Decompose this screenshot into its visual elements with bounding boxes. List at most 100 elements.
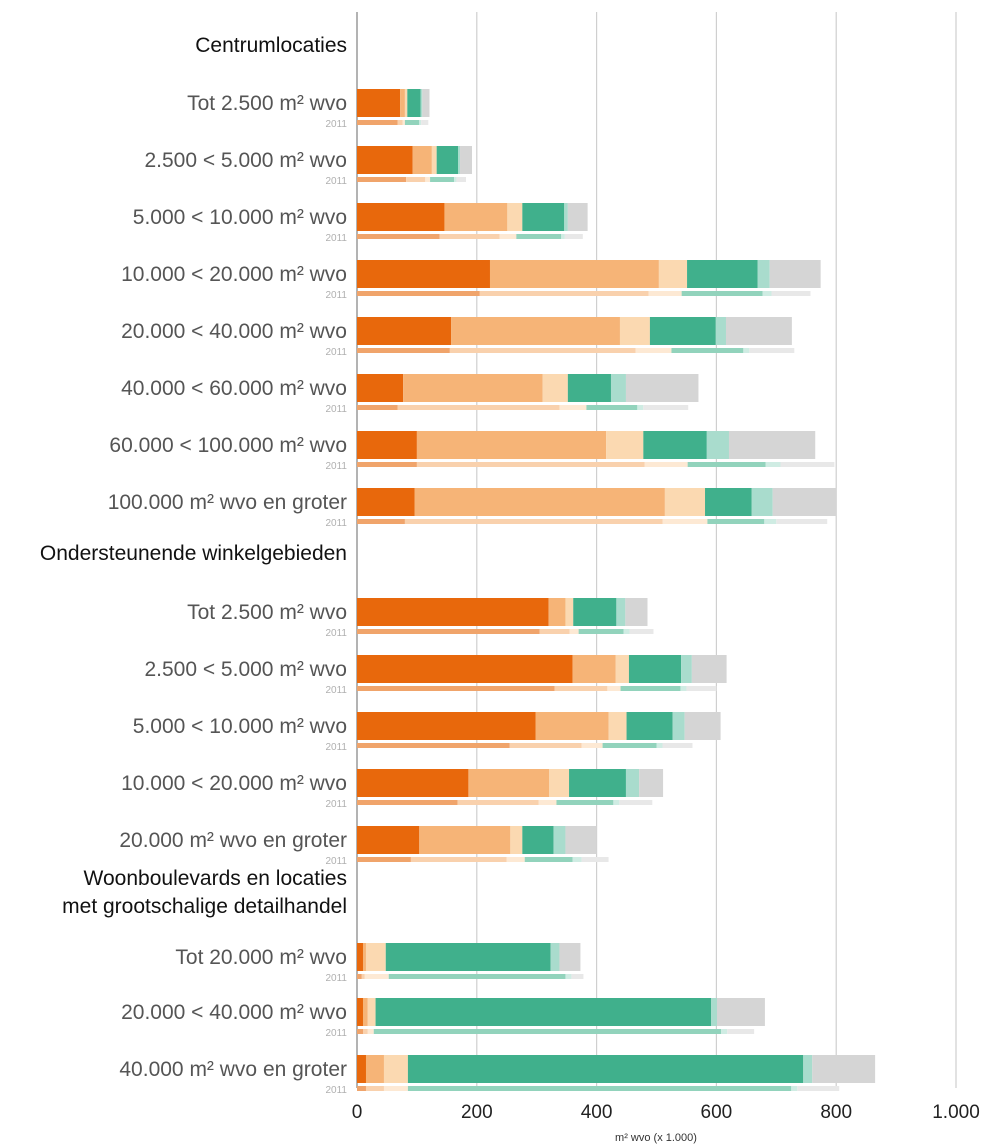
- bar2011-g2-r2-seg0: [357, 1086, 366, 1091]
- category-label-g0-r6: 60.000 < 100.000 m² wvo: [109, 434, 347, 457]
- bar-g0-r2-seg2: [507, 203, 523, 231]
- category-label-g0-r2: 5.000 < 10.000 m² wvo: [133, 206, 347, 229]
- bar-g2-r0-seg3: [385, 943, 551, 971]
- bar-g2-r2-seg0: [357, 1055, 366, 1083]
- bar2011-g0-r3-seg3: [681, 291, 763, 296]
- bar-g1-r1-seg5: [691, 655, 727, 683]
- bar-g0-r2-seg0: [357, 203, 445, 231]
- bar2011-g0-r1-seg0: [357, 177, 407, 182]
- bar2011-g0-r0-seg2: [402, 120, 405, 125]
- year-label-g1-r2: 2011: [325, 742, 347, 753]
- bar2011-g0-r1-seg4: [454, 177, 457, 182]
- bar-g1-r2-seg2: [608, 712, 627, 740]
- bar-g2-r2-seg3: [407, 1055, 804, 1083]
- year-label-g0-r4: 2011: [325, 347, 347, 358]
- bar2011-g1-r1-seg4: [680, 686, 687, 691]
- bar-g1-r3-seg5: [639, 769, 664, 797]
- bar2011-g1-r4-seg5: [581, 857, 609, 862]
- category-label-g0-r3: 10.000 < 20.000 m² wvo: [121, 263, 347, 286]
- bar2011-g0-r4-seg0: [357, 348, 450, 353]
- bar2011-g1-r4-seg1: [410, 857, 507, 862]
- bar2011-g1-r0-seg0: [357, 629, 540, 634]
- bar2011-g2-r0-seg0: [357, 974, 362, 979]
- bar2011-g1-r2-seg1: [509, 743, 582, 748]
- x-axis: 0 200 400 600 800 1.000 m² wvo (x 1.000): [352, 1102, 980, 1144]
- bar2011-g0-r5-seg4: [637, 405, 644, 410]
- bar2011-g0-r7-seg5: [776, 519, 828, 524]
- bar2011-g0-r0-seg0: [357, 120, 398, 125]
- bar-g1-r0-seg4: [616, 598, 626, 626]
- bar-g0-r1-seg2: [431, 146, 437, 174]
- bar-g2-r1-seg1: [362, 998, 368, 1026]
- bar2011-g0-r1-seg3: [430, 177, 455, 182]
- bar2011-g0-r1-seg5: [456, 177, 467, 182]
- bar-g2-r2-seg5: [812, 1055, 876, 1083]
- bar-g1-r0-seg2: [565, 598, 574, 626]
- bar2011-g2-r0-seg1: [361, 974, 365, 979]
- bar2011-g1-r2-seg4: [656, 743, 663, 748]
- bar-g0-r4-seg3: [649, 317, 716, 345]
- bar-g1-r0-seg5: [625, 598, 648, 626]
- bar-g2-r0-seg4: [550, 943, 560, 971]
- category-label-g1-r0: Tot 2.500 m² wvo: [187, 601, 347, 624]
- bar2011-g2-r1-seg5: [727, 1029, 755, 1034]
- bar-g0-r3-seg3: [687, 260, 758, 288]
- bar2011-g0-r0-seg1: [397, 120, 403, 125]
- category-label-g1-r1: 2.500 < 5.000 m² wvo: [144, 658, 347, 681]
- bar2011-g0-r6-seg2: [644, 462, 688, 467]
- bar2011-g1-r2-seg5: [662, 743, 693, 748]
- bar-g0-r0-seg3: [407, 89, 421, 117]
- group-title-2-line-1: met grootschalige detailhandel: [62, 895, 347, 918]
- bar2011-g1-r0-seg5: [629, 629, 654, 634]
- bar-g0-r5-seg3: [567, 374, 611, 402]
- bar-g1-r2-seg4: [672, 712, 685, 740]
- bar2011-g1-r4-seg4: [572, 857, 582, 862]
- bar2011-g0-r4-seg1: [449, 348, 636, 353]
- category-label-g0-r1: 2.500 < 5.000 m² wvo: [144, 149, 347, 172]
- bar-g0-r7-seg0: [357, 488, 415, 516]
- labels: Centrumlocaties Tot 2.500 m² wvo 2011 2.500…: [40, 34, 348, 1096]
- bar2011-g1-r4-seg0: [357, 857, 411, 862]
- bar-g0-r1-seg1: [412, 146, 432, 174]
- x-tick-label-2: 400: [581, 1102, 613, 1123]
- bar-g1-r3-seg4: [625, 769, 640, 797]
- category-label-g1-r4: 20.000 m² wvo en groter: [119, 829, 347, 852]
- bar2011-g0-r6-seg3: [687, 462, 766, 467]
- bar-g1-r4-seg2: [510, 826, 523, 854]
- bar-g0-r4-seg5: [725, 317, 792, 345]
- bar2011-g1-r3-seg3: [556, 800, 614, 805]
- bar2011-g0-r7-seg2: [662, 519, 708, 524]
- bar2011-g1-r0-seg3: [578, 629, 624, 634]
- bar2011-g2-r0-seg2: [364, 974, 389, 979]
- x-tick-label-3: 600: [701, 1102, 733, 1123]
- bar-g2-r1-seg4: [711, 998, 717, 1026]
- year-label-g0-r6: 2011: [325, 461, 347, 472]
- bar2011-g0-r2-seg1: [439, 234, 500, 239]
- x-tick-label-5: 1.000: [932, 1102, 980, 1123]
- x-tick-label-1: 200: [461, 1102, 493, 1123]
- bar2011-g1-r3-seg2: [538, 800, 557, 805]
- bar2011-g2-r2-seg5: [797, 1086, 840, 1091]
- bar2011-g2-r1-seg3: [373, 1029, 722, 1034]
- year-label-g1-r0: 2011: [325, 628, 347, 639]
- bar2011-g1-r3-seg1: [457, 800, 539, 805]
- bar-g0-r7-seg1: [414, 488, 665, 516]
- bar2011-g0-r2-seg3: [516, 234, 562, 239]
- bar2011-g1-r1-seg5: [686, 686, 717, 691]
- bar-g0-r6-seg5: [728, 431, 816, 459]
- bar-g0-r7-seg4: [751, 488, 773, 516]
- bar-g0-r7-seg5: [772, 488, 837, 516]
- category-label-g1-r2: 5.000 < 10.000 m² wvo: [133, 715, 347, 738]
- bar2011-g1-r2-seg2: [581, 743, 603, 748]
- bar-g2-r0-seg2: [365, 943, 386, 971]
- category-label-g0-r4: 20.000 < 40.000 m² wvo: [121, 320, 347, 343]
- bar2011-g0-r2-seg2: [499, 234, 517, 239]
- bar2011-g2-r0-seg4: [565, 974, 572, 979]
- bar2011-g1-r2-seg3: [602, 743, 657, 748]
- bar-g2-r1-seg0: [357, 998, 363, 1026]
- year-label-g1-r1: 2011: [325, 685, 347, 696]
- bar-g1-r2-seg3: [626, 712, 673, 740]
- category-label-g2-r2: 40.000 m² wvo en groter: [119, 1058, 347, 1081]
- bar-g0-r2-seg4: [564, 203, 568, 231]
